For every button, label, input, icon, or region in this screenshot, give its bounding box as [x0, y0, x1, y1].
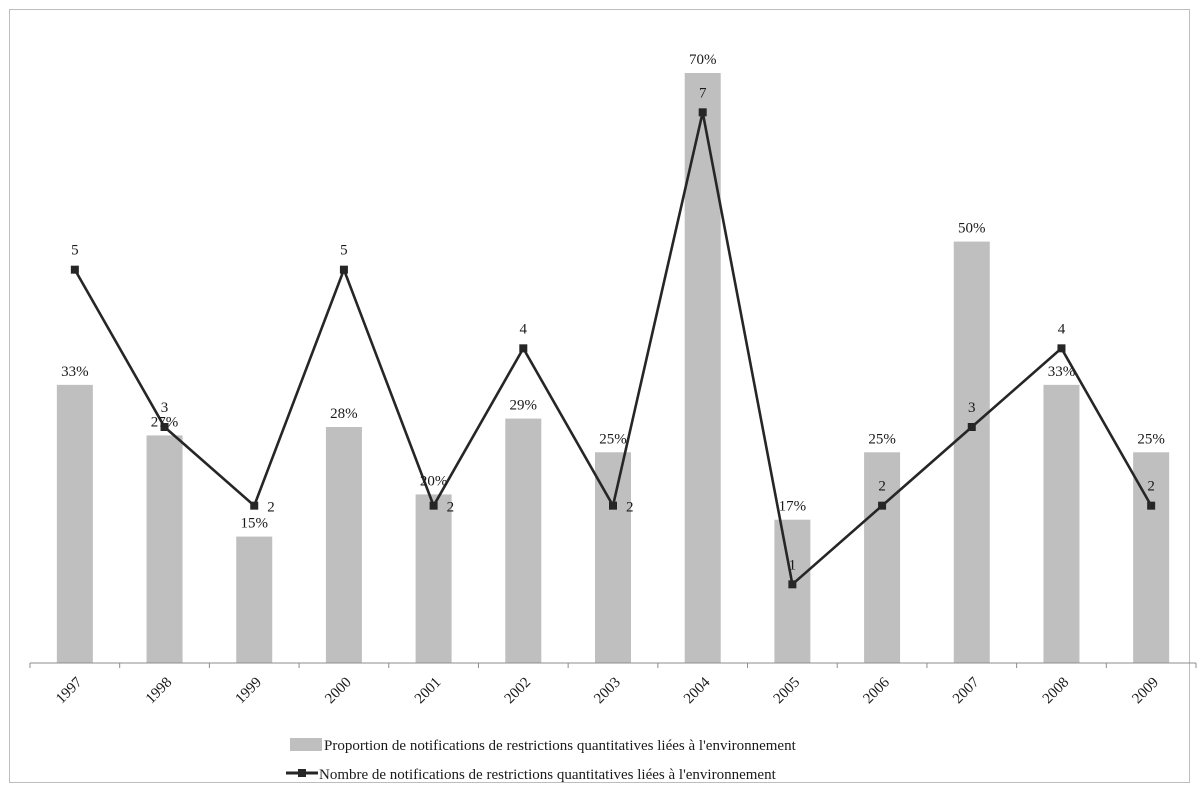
bars-layer — [56, 73, 1170, 664]
bar-2002 — [505, 418, 542, 663]
bar-label-2005: 17% — [779, 499, 807, 515]
line-label-2004: 7 — [699, 85, 707, 101]
line-point-2006 — [878, 501, 887, 510]
line-point-1998 — [160, 423, 169, 431]
x-tick-label-2004: 2004 — [681, 674, 714, 707]
bar-label-2002: 29% — [510, 398, 538, 414]
line-point-2001 — [429, 501, 438, 510]
x-tick-label-2003: 2003 — [591, 675, 624, 708]
line-point-2008 — [1057, 344, 1066, 353]
bar-label-1999: 15% — [240, 516, 268, 532]
bar-label-2006: 25% — [868, 431, 896, 447]
line-point-1997 — [70, 265, 79, 274]
x-tick-label-2000: 2000 — [322, 675, 355, 708]
x-tick-label-1999: 1999 — [233, 675, 266, 708]
x-axis: 1997 1998 1999 2000 2001 2002 2003 2004 2005 2006… — [29, 662, 1197, 708]
line-label-2007: 3 — [968, 400, 976, 416]
line-label-1999: 2 — [267, 500, 275, 516]
line-point-2003 — [609, 501, 617, 510]
bar-label-2000: 28% — [330, 406, 358, 422]
line-label-2005: 1 — [789, 557, 797, 573]
bar-2007 — [953, 241, 990, 664]
x-tick-label-2001: 2001 — [412, 675, 445, 708]
x-tick-label-1997: 1997 — [53, 674, 86, 707]
x-tick-label-2006: 2006 — [860, 674, 893, 707]
bar-1997 — [56, 384, 93, 663]
bar-2006 — [864, 452, 901, 663]
x-tick-label-2007: 2007 — [950, 674, 983, 707]
line-point-2009 — [1147, 501, 1156, 510]
x-tick-label-2008: 2008 — [1040, 675, 1073, 708]
bar-label-2007: 50% — [958, 221, 986, 237]
line-label-2002: 4 — [520, 321, 528, 337]
bar-label-2008: 33% — [1048, 364, 1076, 380]
legend-swatch-line-marker — [298, 769, 306, 777]
line-layer — [70, 108, 1156, 589]
legend: Proportion de notifications de restricti… — [286, 738, 797, 783]
bar-1998 — [146, 435, 183, 663]
x-tick-label-1998: 1998 — [143, 675, 176, 708]
bar-label-2004: 70% — [689, 52, 717, 68]
legend-label-line: Nombre de notifications de restrictions … — [319, 767, 777, 783]
bar-labels-layer: 33% 27% 15% 28% 20% 29% 25% 70% 17% 25% 50% 33% 25% — [61, 52, 1165, 532]
bar-label-1997: 33% — [61, 364, 89, 380]
line-label-2000: 5 — [340, 243, 348, 259]
line-point-2005 — [788, 580, 797, 589]
legend-label-bar: Proportion de notifications de restricti… — [324, 738, 797, 754]
line-point-2000 — [339, 265, 348, 274]
bar-2001 — [415, 494, 452, 663]
bar-2000 — [325, 427, 362, 663]
line-label-2006: 2 — [878, 479, 886, 495]
bar-label-2009: 25% — [1137, 431, 1165, 447]
line-point-2007 — [967, 423, 976, 431]
line-label-1998: 3 — [161, 400, 169, 416]
x-tick-label-2005: 2005 — [771, 675, 804, 708]
line-label-2008: 4 — [1058, 321, 1066, 337]
bar-label-1998: 27% — [151, 414, 179, 430]
bar-2005 — [774, 519, 811, 663]
line-point-1999 — [250, 501, 259, 510]
bar-2003 — [595, 452, 631, 663]
bar-2004 — [684, 73, 721, 663]
bar-label-2003: 25% — [599, 431, 627, 447]
bar-label-2001: 20% — [420, 473, 448, 489]
line-label-2003: 2 — [626, 500, 634, 516]
bar-2009 — [1133, 452, 1170, 663]
line-point-2004 — [698, 108, 707, 117]
line-label-2001: 2 — [447, 500, 455, 516]
legend-swatch-bar — [290, 738, 322, 751]
bar-2008 — [1043, 384, 1080, 663]
line-label-1997: 5 — [71, 243, 79, 259]
line-point-2002 — [519, 344, 528, 353]
x-tick-label-2009: 2009 — [1129, 675, 1162, 708]
line-label-2009: 2 — [1147, 479, 1155, 495]
x-tick-label-2002: 2002 — [502, 675, 535, 708]
bar-1999 — [236, 536, 273, 663]
